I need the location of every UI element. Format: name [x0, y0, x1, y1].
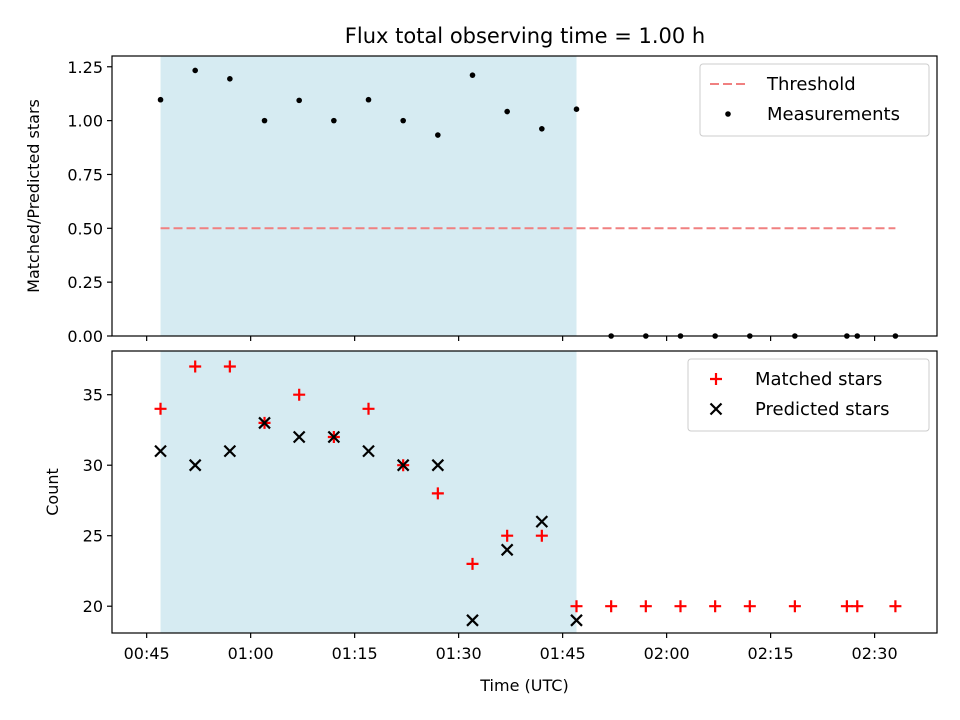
- x-tick-label: 01:45: [540, 644, 586, 663]
- data-point: [500, 543, 514, 557]
- x-axis-label: Time (UTC): [479, 676, 568, 695]
- legend-label: Matched stars: [755, 369, 882, 390]
- data-point: [261, 117, 268, 124]
- y-tick-label: 0.50: [67, 219, 103, 238]
- axes-frame: [111, 55, 938, 337]
- x-tick-label: 02:15: [748, 644, 794, 663]
- data-point: [154, 402, 167, 415]
- data-point: [431, 458, 445, 472]
- x-tick-label: 00:45: [124, 644, 170, 663]
- legend-swatch: [725, 111, 731, 117]
- data-point: [466, 557, 479, 570]
- y-tick-label: 35: [83, 386, 103, 405]
- data-point: [192, 67, 198, 74]
- x-tick-label: 02:30: [852, 644, 898, 663]
- data-point: [396, 458, 410, 472]
- data-point: [365, 96, 372, 103]
- data-point: [889, 600, 902, 613]
- legend-swatch: [709, 402, 723, 416]
- data-point: [674, 600, 687, 613]
- data-point: [431, 487, 444, 500]
- data-point: [851, 600, 864, 613]
- legend-label: Measurements: [767, 104, 900, 125]
- y-tick-label: 0.25: [67, 273, 103, 292]
- data-point: [501, 529, 514, 542]
- data-point: [223, 360, 236, 373]
- data-point: [743, 600, 756, 613]
- legend-label: Threshold: [766, 74, 856, 95]
- data-point: [435, 132, 441, 138]
- axes-frame: [111, 350, 938, 634]
- data-point: [570, 600, 583, 613]
- data-point: [189, 360, 202, 373]
- top-panel-ratio: 0.00 0.25 0.50 0.75 1.00 1.25 Matched/Predicte…: [24, 55, 938, 346]
- series-1: [154, 416, 583, 627]
- legend-box: [699, 63, 930, 137]
- legend: Matched stars Predicted stars: [687, 358, 930, 432]
- y-tick-label: 0.75: [67, 165, 103, 184]
- legend: Threshold Measurements: [699, 63, 930, 137]
- y-axis-label: Count: [43, 468, 62, 516]
- data-point: [292, 430, 306, 444]
- data-point: [639, 600, 652, 613]
- data-point: [788, 600, 801, 613]
- data-point: [570, 614, 583, 627]
- y-tick-label: 0.00: [67, 327, 103, 346]
- data-point: [535, 515, 549, 528]
- shaded-region: [160, 351, 577, 633]
- legend-box: [687, 358, 930, 432]
- data-point: [469, 72, 476, 78]
- shaded-region: [160, 56, 577, 336]
- x-tick-label: 01:15: [332, 644, 378, 663]
- data-point: [539, 126, 545, 132]
- data-point: [258, 416, 271, 430]
- y-tick-label: 25: [83, 527, 103, 546]
- data-point: [605, 600, 618, 613]
- y-tick-label: 30: [83, 456, 103, 475]
- bottom-panel-counts: 00:45 01:00 01:15 01:30 01:45 02:00 02:15 02:30…: [43, 350, 938, 695]
- chart-title: Flux total observing time = 1.00 h: [345, 24, 705, 48]
- data-point: [296, 97, 302, 104]
- data-point: [327, 430, 341, 444]
- data-point: [154, 444, 167, 458]
- legend-swatch: [710, 373, 722, 385]
- x-tick-label: 02:00: [644, 644, 690, 663]
- data-point: [223, 444, 237, 458]
- y-tick-label: 1.25: [67, 58, 103, 77]
- data-point: [331, 117, 337, 124]
- data-point: [466, 614, 479, 627]
- y-tick-label: 20: [83, 597, 103, 616]
- y-axis-label: Matched/Predicted stars: [24, 99, 43, 293]
- x-tick-label: 01:30: [436, 644, 482, 663]
- series-0: [154, 360, 902, 613]
- y-tick-label: 1.00: [67, 112, 103, 131]
- data-point: [227, 76, 233, 82]
- data-point: [400, 117, 406, 124]
- data-point: [362, 402, 375, 415]
- legend-label: Predicted stars: [755, 399, 889, 420]
- data-point: [573, 106, 580, 112]
- x-tick-label: 01:00: [228, 644, 274, 663]
- data-point: [709, 600, 722, 613]
- data-point: [157, 96, 164, 103]
- data-point: [293, 388, 306, 401]
- data-point: [504, 108, 510, 115]
- data-point: [188, 458, 202, 472]
- data-point: [840, 600, 853, 613]
- data-point: [535, 529, 548, 542]
- data-point: [362, 444, 375, 458]
